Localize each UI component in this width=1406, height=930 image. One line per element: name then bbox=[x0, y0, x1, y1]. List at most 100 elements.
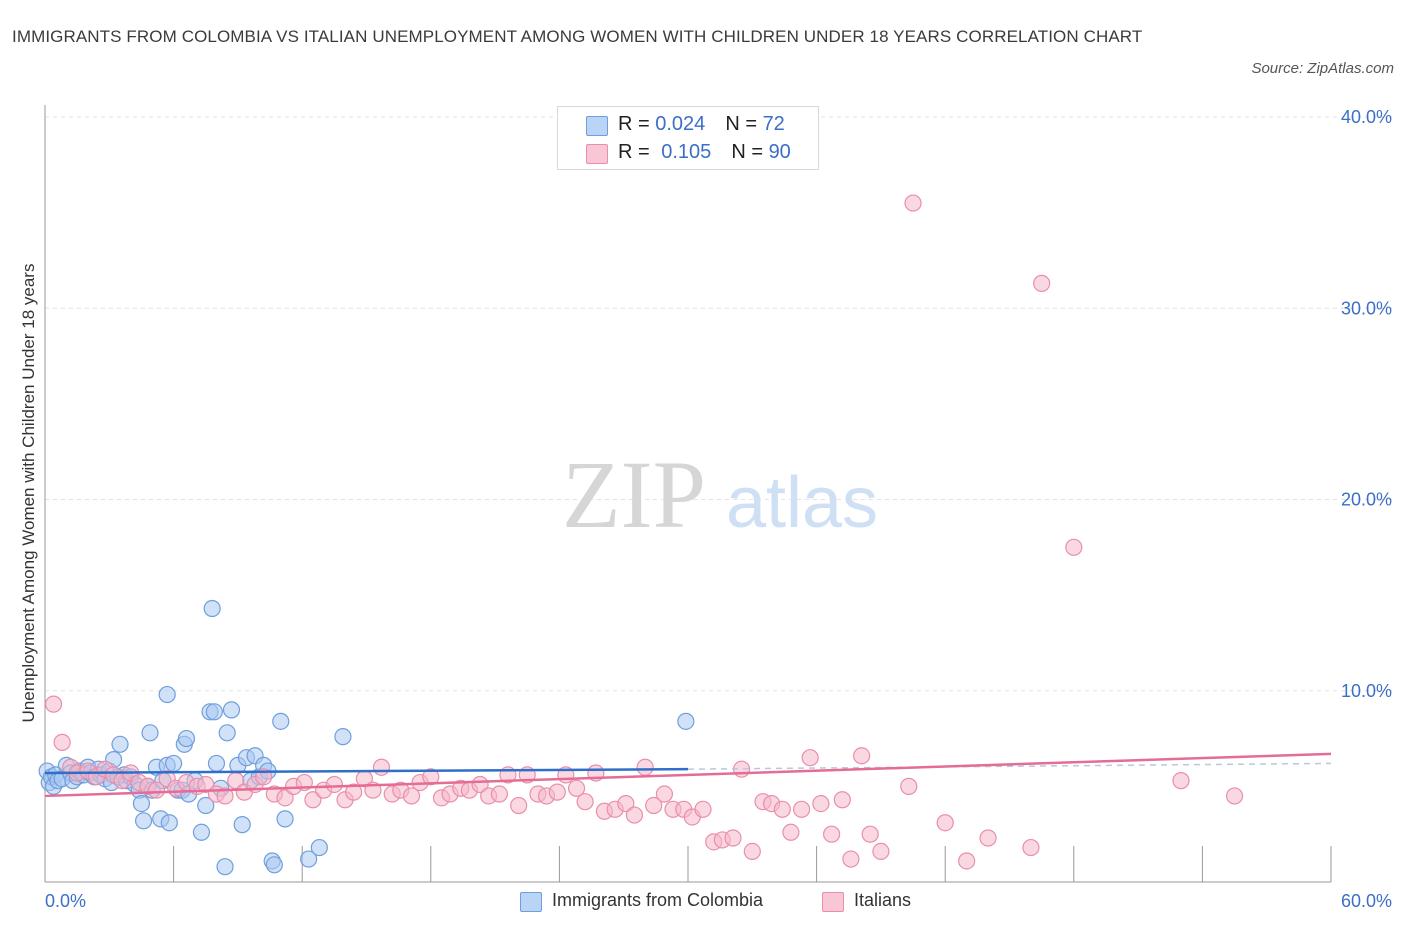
colombia-trend-line bbox=[44, 767, 689, 775]
r-label: R = bbox=[618, 113, 656, 135]
italians-point bbox=[422, 768, 440, 786]
italians-point bbox=[645, 796, 663, 815]
italians-point bbox=[216, 787, 234, 805]
r-label: R = bbox=[618, 141, 656, 163]
legend-swatch-colombia bbox=[520, 892, 542, 912]
n-label: N = bbox=[725, 113, 763, 135]
italians-point bbox=[576, 793, 594, 811]
y-tick-label: 20.0% bbox=[1341, 490, 1392, 510]
italians-point bbox=[861, 825, 879, 843]
colombia-point bbox=[158, 685, 176, 704]
n-value-italians: 90 bbox=[768, 141, 791, 163]
colombia-point bbox=[276, 810, 294, 828]
colombia-point bbox=[134, 812, 153, 830]
colombia-point bbox=[197, 796, 215, 815]
colombia-point bbox=[677, 712, 695, 730]
colombia-point bbox=[222, 701, 241, 719]
italians-point bbox=[872, 842, 890, 861]
colombia-point bbox=[160, 814, 178, 832]
italians-point bbox=[900, 777, 918, 795]
italians-point bbox=[792, 800, 811, 818]
correlation-legend: R = 0.024 N = 72 R = 0.105 N = 90 bbox=[557, 106, 819, 170]
italians-point bbox=[53, 733, 71, 751]
colombia-point bbox=[192, 823, 211, 841]
x-tick-label-min: 0.0% bbox=[45, 891, 86, 911]
italians-point bbox=[1065, 538, 1083, 556]
italians-point bbox=[197, 775, 215, 794]
colombia-point bbox=[300, 850, 318, 868]
legend-label-italians: Italians bbox=[854, 890, 912, 910]
colombia-point bbox=[141, 724, 159, 742]
legend-stats-colombia: R = 0.024 N = 72 bbox=[618, 113, 785, 136]
italians-point bbox=[548, 783, 566, 801]
legend-swatch-italians bbox=[822, 892, 844, 912]
italians-point bbox=[372, 758, 391, 776]
n-label: N = bbox=[731, 141, 769, 163]
colombia-point bbox=[203, 599, 221, 618]
italians-point bbox=[904, 194, 922, 212]
chart-title: IMMIGRANTS FROM COLOMBIA VS ITALIAN UNEM… bbox=[12, 27, 1143, 46]
y-axis-title: Unemployment Among Women with Children U… bbox=[19, 264, 38, 723]
italians-point bbox=[773, 800, 791, 818]
legend-swatch-colombia bbox=[586, 116, 608, 136]
y-tick-label: 40.0% bbox=[1341, 107, 1392, 127]
italians-point bbox=[510, 796, 528, 815]
italians-point bbox=[304, 791, 322, 809]
r-value-italians: 0.105 bbox=[661, 141, 712, 163]
italians-point bbox=[936, 814, 954, 832]
colombia-point bbox=[205, 703, 223, 721]
y-tick-label: 30.0% bbox=[1341, 298, 1392, 318]
colombia-point bbox=[334, 728, 352, 746]
watermark-atlas: atlas bbox=[726, 463, 878, 543]
n-value-colombia: 72 bbox=[762, 113, 785, 135]
italians-point bbox=[1172, 772, 1190, 790]
colombia-point bbox=[177, 729, 196, 748]
italians-point bbox=[823, 825, 841, 843]
colombia-point bbox=[111, 735, 129, 753]
italians-trend-line bbox=[44, 752, 1332, 798]
legend-swatch-italians bbox=[586, 144, 608, 164]
colombia-point bbox=[233, 816, 251, 834]
italians-point bbox=[490, 785, 508, 803]
italians-point bbox=[617, 794, 635, 813]
italians-point bbox=[743, 842, 761, 861]
italians-point bbox=[842, 850, 860, 868]
colombia-point bbox=[265, 856, 283, 874]
italians-point bbox=[625, 806, 644, 824]
italians-point bbox=[979, 829, 997, 847]
colombia-point bbox=[165, 754, 183, 773]
italians-point bbox=[1033, 274, 1051, 292]
italians-point bbox=[567, 779, 586, 797]
italians-point bbox=[782, 823, 800, 841]
italians-point bbox=[1225, 787, 1244, 805]
series-legend: Immigrants from Colombia Italians bbox=[0, 890, 1406, 916]
legend-label-colombia: Immigrants from Colombia bbox=[552, 890, 764, 910]
italians-point bbox=[694, 800, 712, 818]
italians-point bbox=[812, 794, 830, 813]
italians-point bbox=[276, 789, 294, 807]
chart-source: Source: ZipAtlas.com bbox=[1251, 60, 1394, 77]
italians-point bbox=[44, 695, 63, 713]
colombia-point bbox=[207, 754, 226, 773]
italians-point bbox=[147, 781, 166, 799]
colombia-point bbox=[132, 794, 151, 813]
italians-point bbox=[1022, 838, 1040, 857]
colombia-trend-extension bbox=[687, 762, 1332, 770]
italians-point bbox=[636, 758, 654, 776]
colombia-point bbox=[218, 724, 236, 742]
r-value-colombia: 0.024 bbox=[655, 113, 706, 135]
y-tick-label: 10.0% bbox=[1341, 681, 1392, 701]
colombia-point bbox=[216, 858, 234, 876]
watermark-zip: ZIP bbox=[562, 441, 706, 548]
colombia-point bbox=[310, 838, 328, 857]
italians-point bbox=[402, 787, 421, 805]
italians-point bbox=[325, 775, 343, 794]
italians-point bbox=[655, 785, 674, 803]
italians-point bbox=[958, 852, 976, 870]
italians-point bbox=[853, 747, 871, 765]
italians-point bbox=[833, 791, 851, 809]
colombia-point bbox=[272, 712, 290, 730]
legend-stats-italians: R = 0.105 N = 90 bbox=[618, 141, 791, 164]
x-tick-label-max: 60.0% bbox=[1341, 891, 1392, 911]
